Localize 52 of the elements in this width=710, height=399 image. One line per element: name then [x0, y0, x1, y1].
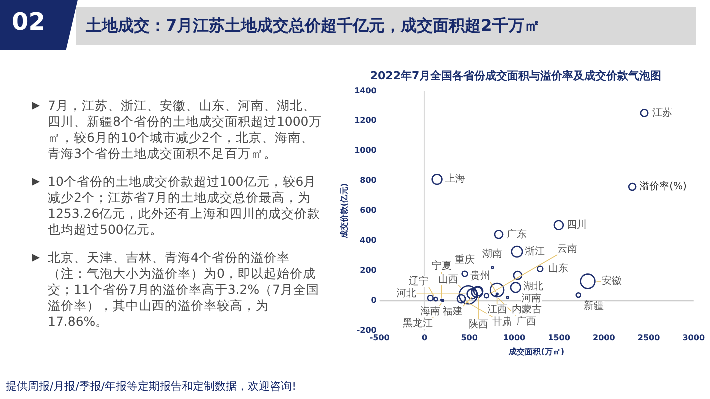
annotation: 广东 — [507, 228, 528, 240]
x-tick-label: 1500 — [548, 334, 571, 343]
text: 北京、天津、吉林、青海4个省份的溢价率（注：气泡大小为溢价率）为0，即以起始价成交；11个省份7月的溢价率高于3.2%（7月全国溢价率），其中山西的溢价率较高，为17.86%。 — [48, 250, 320, 329]
legend-label: 溢价率(%) — [640, 180, 687, 193]
y-tick-label: 1000 — [354, 146, 378, 156]
annotation: 新疆 — [584, 300, 604, 312]
annotation: 甘肃 — [492, 316, 513, 328]
annotation: 浙江 — [525, 245, 546, 258]
y-tick-label: 200 — [360, 266, 378, 275]
annotation: 黑龙江 — [402, 317, 433, 330]
annotation: 江苏 — [652, 106, 673, 119]
y-tick-label: 600 — [360, 206, 378, 216]
y-tick-label: 400 — [360, 236, 378, 246]
annotation: 河南 — [522, 292, 542, 304]
x-axis-title: 成交面积(万㎡) — [508, 346, 565, 356]
annotation: 广西 — [516, 315, 536, 328]
annotation: 重庆 — [455, 254, 476, 266]
x-tick-label: 0 — [422, 334, 428, 343]
text: 7月，江苏、浙江、安徽、山东、河南、湖北、四川、新疆8个省份的土地成交面积超过1000万㎡，较6月的10个城市减少2个，北京、海南、青海3个省份土地成交面积不足百万㎡。 — [48, 98, 322, 161]
y-tick-label: 1200 — [354, 116, 378, 126]
text: 土地成交：7月江苏土地成交总价超千亿元，成交面积超2千万㎡ — [86, 16, 540, 37]
x-tick-label: 2500 — [638, 334, 661, 343]
annotation: 安徽 — [602, 275, 622, 288]
annotation: 辽宁 — [408, 275, 429, 288]
annotation: 湖南 — [482, 248, 503, 260]
annotation: 福建 — [443, 306, 464, 318]
text: 提供周报/月报/季报/年报等定期报告和定制数据，欢迎咨询! — [6, 379, 297, 394]
text: 02 — [12, 8, 46, 36]
annotation: 湖北 — [524, 280, 544, 292]
chart-title: 2022年7月全国各省份成交面积与溢价率及成交价款气泡图 — [370, 69, 662, 82]
x-tick-label: 3000 — [682, 334, 706, 343]
x-tick-label: 2000 — [593, 334, 616, 343]
annotation: 山西 — [438, 273, 459, 286]
annotation: 云南 — [558, 243, 578, 255]
y-axis-title: 成交价款(亿元) — [338, 183, 349, 240]
annotation: 贵州 — [470, 270, 490, 282]
annotation: 宁夏 — [432, 260, 452, 272]
y-tick-label: 0 — [371, 296, 378, 305]
y-tick-label: 1400 — [354, 86, 378, 96]
annotation: 四川 — [566, 218, 587, 231]
annotation: 山东 — [548, 262, 568, 275]
y-tick-label: 800 — [360, 176, 378, 186]
x-tick-label: 500 — [461, 334, 478, 343]
annotation: 陕西 — [468, 318, 489, 331]
annotation: 上海 — [445, 173, 466, 186]
annotation: 河北 — [396, 288, 416, 300]
x-tick-label: 1000 — [503, 334, 526, 343]
annotation: 海南 — [420, 305, 441, 318]
y-tick-label: -200 — [356, 326, 378, 335]
annotation: 内蒙古 — [512, 304, 542, 316]
text: 10个省份的土地成交价款超过100亿元，较6月减少2个；江苏省7月的土地成交总价最高，为1253.26亿元，此外还有上海和四川的成交价款也均超过500亿元。 — [48, 174, 321, 237]
x-tick-label: -500 — [370, 334, 390, 343]
